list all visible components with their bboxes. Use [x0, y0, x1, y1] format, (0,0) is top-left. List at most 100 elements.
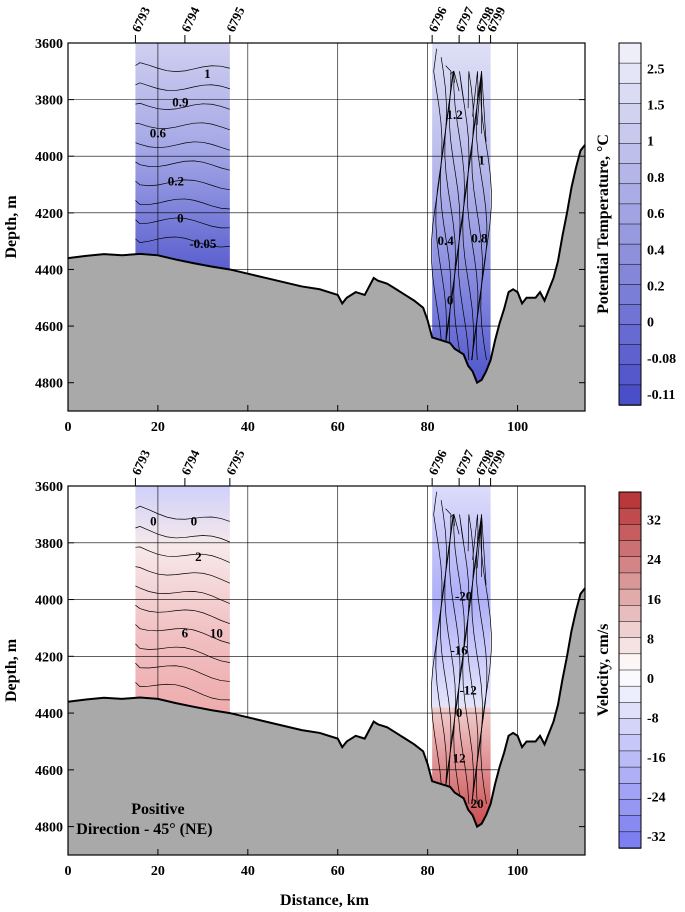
x-axis-title: Distance, km: [280, 892, 370, 909]
contour-line: [462, 71, 474, 361]
contour-line: [135, 526, 230, 543]
contour-label: 6: [182, 626, 189, 641]
x-tick-label: 100: [507, 420, 528, 435]
contour-line: [135, 236, 230, 248]
x-tick-label: 60: [331, 420, 345, 435]
colorbar-band: [618, 304, 642, 326]
contour-line: [480, 514, 492, 804]
colorbar-band: [618, 42, 642, 64]
colorbar-label: -16: [647, 751, 666, 766]
station-label: 6797: [452, 447, 477, 477]
panel-bottom: 0 20 40 60 80 1003600380040004200440046004800…: [3, 447, 586, 909]
colorbar-band: [618, 223, 642, 245]
colorbar-band: [618, 284, 642, 306]
colorbar-band: [618, 637, 642, 655]
colorbar-band: [618, 123, 642, 145]
y-axis-title: Depth, m: [3, 638, 20, 702]
contour-line: [135, 141, 230, 151]
colorbar-band: [618, 815, 642, 833]
contour-label: 10: [210, 626, 223, 641]
contour-label: 1: [478, 152, 485, 167]
colorbar-frame: [618, 42, 642, 406]
direction-note: Positive: [131, 801, 184, 818]
contour-label: 0.4: [438, 233, 455, 248]
section-shading-west: [135, 43, 230, 284]
colorbar-label: 16: [647, 593, 661, 608]
colorbar-title: Potential Temperature, °C: [595, 134, 612, 314]
contour-line: [135, 122, 230, 131]
colorbar-band: [618, 163, 642, 185]
contour-label: 0: [150, 513, 157, 528]
contour-label: 0: [456, 705, 463, 720]
contour-line: [431, 48, 443, 361]
colorbar-band: [618, 263, 642, 286]
colorbar-title: Velocity, cm/s: [595, 624, 612, 717]
colorbar-band: [618, 143, 642, 165]
x-tick-label: 20: [151, 864, 165, 879]
colorbar-band: [618, 621, 642, 639]
colorbar-band: [618, 491, 642, 509]
contour-lines: [135, 48, 492, 361]
y-tick-label: 3800: [35, 537, 63, 552]
contour-line: [135, 546, 230, 563]
x-tick-label: 40: [241, 420, 255, 435]
plot-frame: [67, 485, 586, 856]
y-tick-label: 3600: [35, 37, 63, 52]
colorbar-band: [618, 653, 642, 671]
colorbar-label: -8: [647, 711, 659, 726]
y-tick-label: 4000: [35, 594, 63, 609]
colorbar-band: [618, 605, 642, 623]
colorbar-label: -24: [647, 791, 666, 806]
contour-label: -0.05: [189, 236, 217, 251]
contour-line: [135, 566, 230, 584]
plot-area: [135, 43, 492, 389]
contour-line: [135, 643, 230, 663]
y-tick-label: 4600: [35, 764, 63, 779]
station-label: 6794: [178, 4, 203, 34]
y-tick-label: 3600: [35, 480, 63, 495]
seafloor-outline: [67, 144, 586, 385]
colorbar-band: [618, 324, 642, 346]
contour-line: [135, 198, 230, 210]
x-tick-label: 40: [241, 864, 255, 879]
colorbar-band: [618, 344, 642, 366]
colorbar-band: [618, 572, 642, 590]
contour-line: [462, 514, 474, 804]
section-shading-west: [135, 486, 230, 728]
colorbar-label: 8: [647, 632, 654, 647]
colorbar-band: [618, 702, 642, 720]
x-tick-label: 60: [331, 864, 345, 879]
colorbar-label: 2.5: [647, 62, 665, 77]
contour-line: [475, 71, 488, 361]
y-tick-label: 4800: [35, 377, 63, 392]
contour-label: 12: [453, 750, 466, 765]
contour-line: [475, 514, 488, 804]
station-label: 6795: [223, 447, 248, 477]
contour-label: 1.2: [447, 107, 463, 122]
contour-label: 0.8: [471, 230, 488, 245]
contour-label: 0: [191, 513, 198, 528]
colorbar-band: [618, 243, 642, 265]
colorbar-band: [618, 556, 642, 574]
contour-line: [135, 662, 230, 682]
colorbar-band: [618, 103, 642, 125]
contour-line: [135, 604, 230, 624]
contour-line: [480, 71, 492, 361]
colorbar-band: [618, 799, 642, 817]
colorbar-label: 0: [647, 316, 654, 331]
colorbar-label: 0.8: [647, 171, 665, 186]
contour-line: [135, 102, 230, 111]
contour-label: 0.9: [172, 94, 189, 109]
contour-line: [135, 179, 230, 191]
y-axis-title: Depth, m: [3, 195, 20, 259]
contour-line: [435, 57, 447, 361]
colorbar-label: 1.5: [647, 99, 665, 114]
colorbar-label: 24: [647, 553, 661, 568]
y-tick-label: 4800: [35, 821, 63, 836]
contour-line: [135, 682, 230, 701]
contour-line: [135, 217, 230, 229]
y-tick-label: 4400: [35, 707, 63, 722]
colorbar-band: [618, 540, 642, 558]
station-label: 6794: [178, 447, 203, 477]
colorbar-band: [618, 507, 642, 526]
